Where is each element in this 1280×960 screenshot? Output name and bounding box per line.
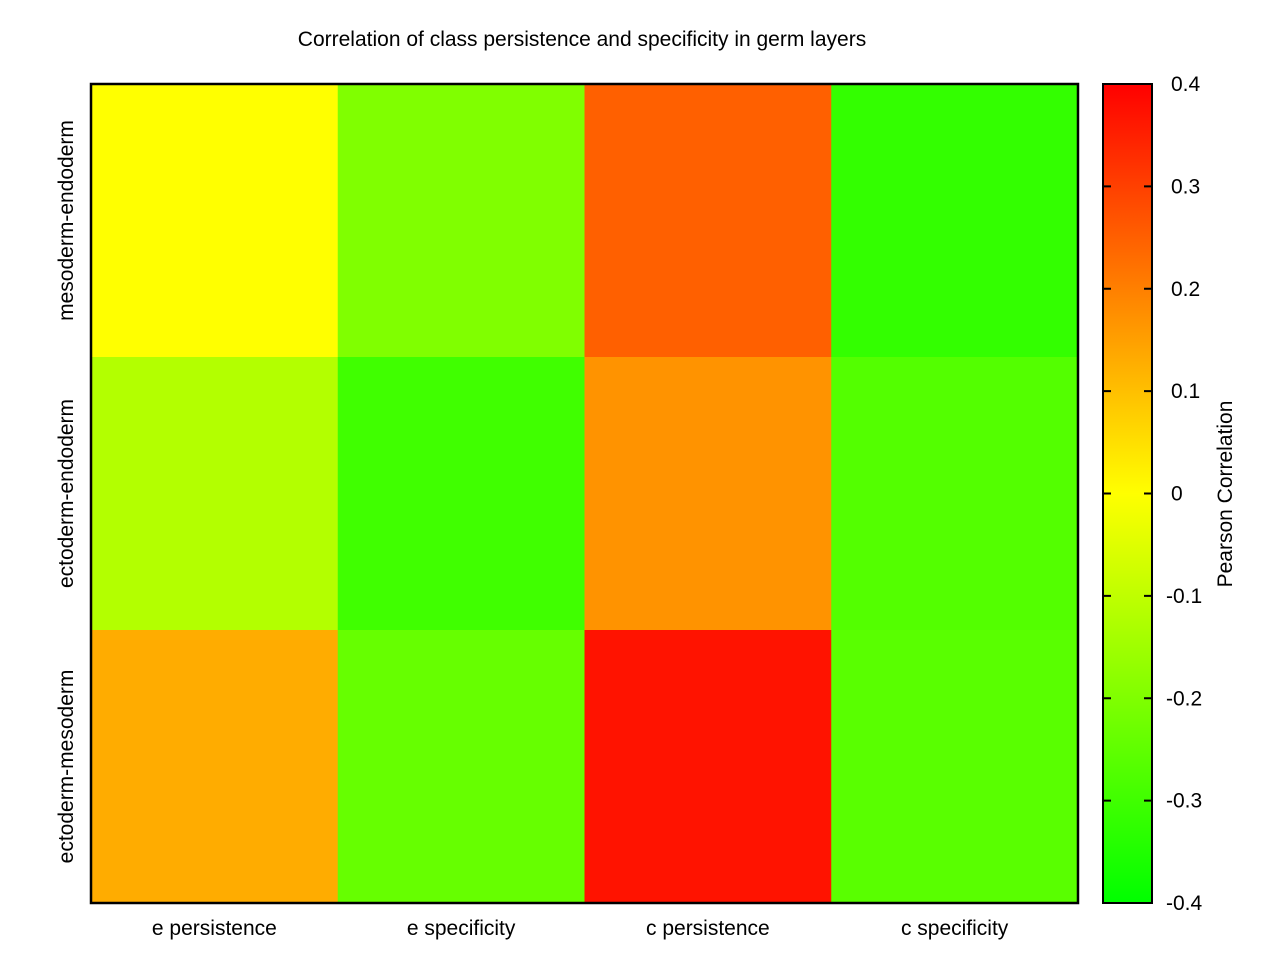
colorbar-tick-label: -0.2 xyxy=(1166,687,1202,710)
colorbar-tick-label: 0.4 xyxy=(1171,73,1201,96)
colorbar-tick-label: 0.1 xyxy=(1171,380,1200,403)
colorbar-tick-label: -0.4 xyxy=(1166,892,1203,915)
colorbar-tick-label: 0.3 xyxy=(1171,175,1200,198)
plot-border xyxy=(89,82,1080,905)
heatmap-cell xyxy=(831,357,1079,631)
x-axis-labels: e persistence e specificity c persistence c… xyxy=(152,917,1009,940)
colorbar-label: Pearson Correlation xyxy=(1214,401,1237,588)
colorbar xyxy=(1102,83,1153,904)
y-axis-labels: mesoderm-endoderm ectoderm-endoderm ectode… xyxy=(55,120,78,863)
heatmap-cell xyxy=(584,357,832,631)
heatmap-cells xyxy=(91,84,1079,904)
y-tick-label: ectoderm-mesoderm xyxy=(55,670,78,864)
heatmap-cell xyxy=(91,630,339,904)
heatmap-cell xyxy=(91,357,339,631)
x-tick-label: e specificity xyxy=(407,917,516,940)
heatmap-cell xyxy=(91,84,339,358)
colorbar-tick-label: 0.2 xyxy=(1171,278,1200,301)
colorbar-tick-label: -0.3 xyxy=(1166,790,1202,813)
x-tick-label: c specificity xyxy=(901,917,1009,940)
heatmap-cell xyxy=(584,630,832,904)
colorbar-tick-label: 0 xyxy=(1171,483,1183,506)
heatmap-cell xyxy=(831,630,1079,904)
heatmap-cell xyxy=(337,357,585,631)
chart-title: Correlation of class persistence and spe… xyxy=(298,28,866,51)
colorbar-tick-label: -0.1 xyxy=(1166,585,1202,608)
heatmap-cell xyxy=(337,630,585,904)
colorbar-ticks: -0.4 -0.3 -0.2 -0.1 0 0.1 0.2 0.3 0.4 xyxy=(1103,73,1203,915)
y-tick-label: mesoderm-endoderm xyxy=(55,120,78,321)
heatmap-cell xyxy=(831,84,1079,358)
y-tick-label: ectoderm-endoderm xyxy=(55,399,78,588)
heatmap-cell xyxy=(337,84,585,358)
heatmap-cell xyxy=(584,84,832,358)
x-tick-label: c persistence xyxy=(646,917,770,940)
x-tick-label: e persistence xyxy=(152,917,277,940)
